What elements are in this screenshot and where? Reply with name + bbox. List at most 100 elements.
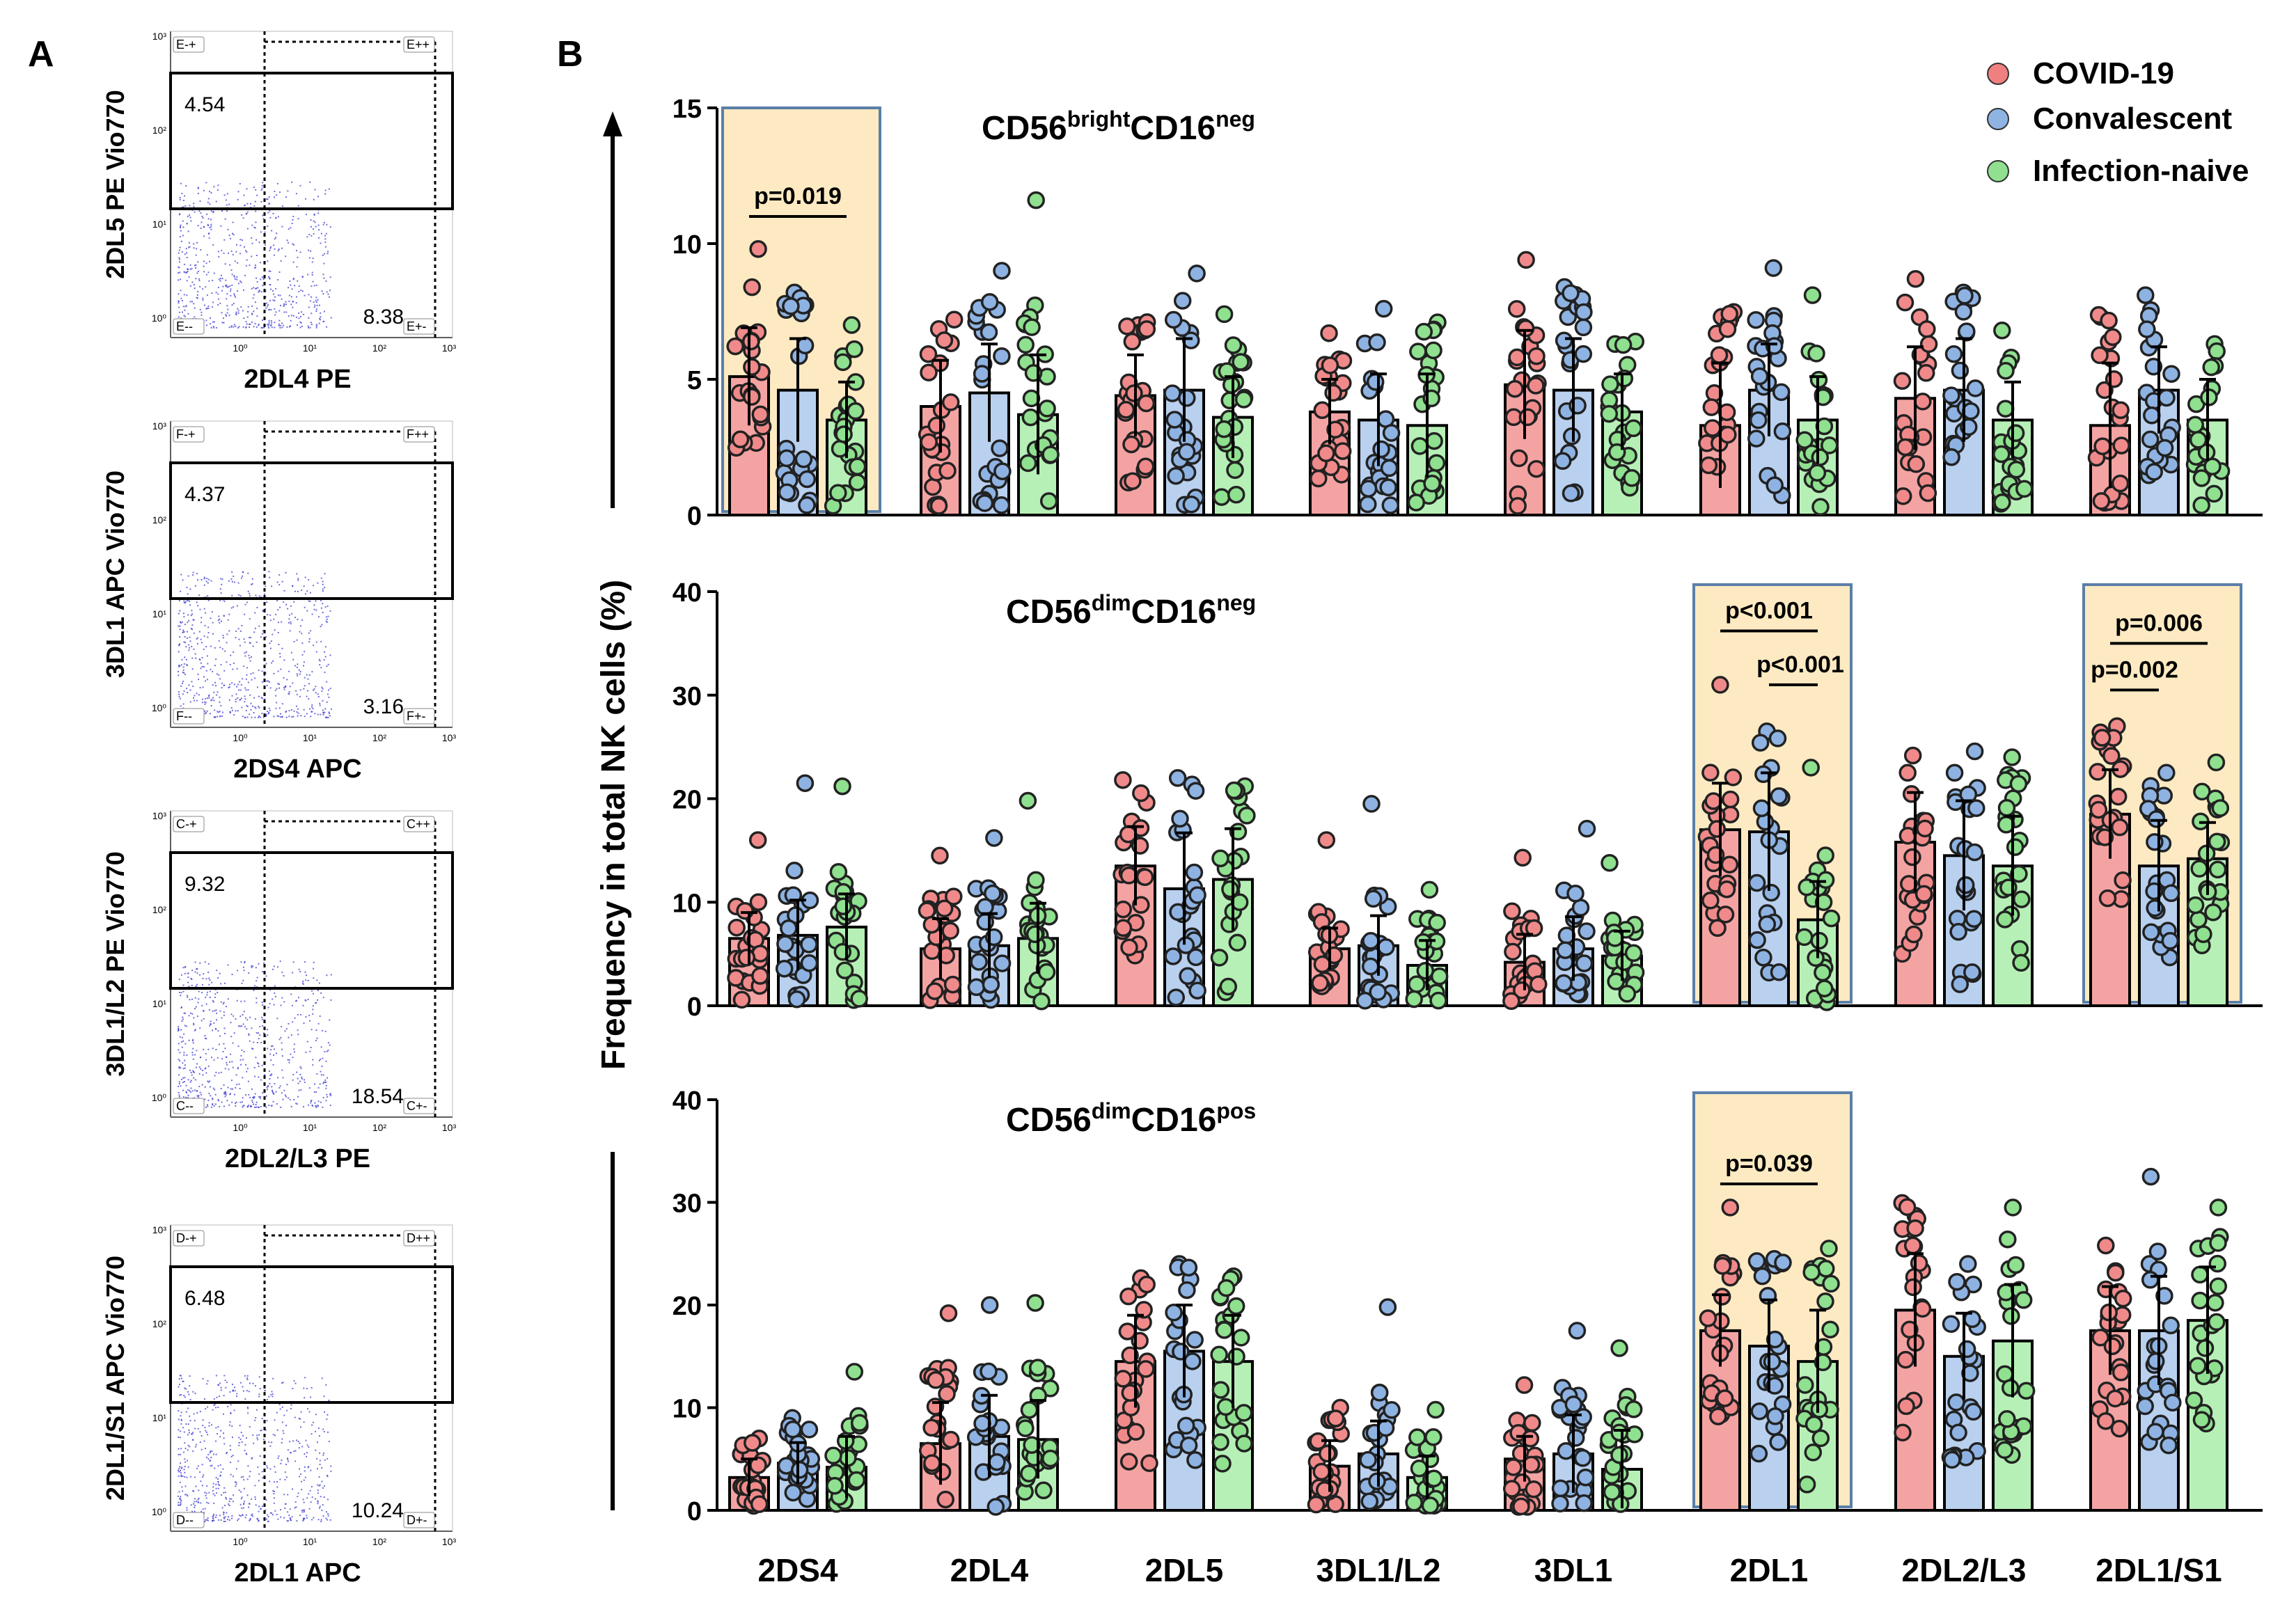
flow-event-dot xyxy=(283,1414,285,1416)
data-point xyxy=(835,425,853,443)
flow-event-dot xyxy=(310,235,313,237)
flow-event-dot xyxy=(260,1508,262,1510)
data-point xyxy=(1902,785,1921,803)
flow-event-dot xyxy=(329,610,331,612)
flow-event-dot xyxy=(254,1075,256,1077)
flow-event-dot xyxy=(245,326,247,329)
flow-event-dot xyxy=(178,670,179,672)
flow-event-dot xyxy=(194,1029,196,1031)
flow-event-dot xyxy=(194,1501,196,1503)
flow-event-dot xyxy=(203,676,205,678)
flow-event-dot xyxy=(300,1089,302,1091)
flow-event-dot xyxy=(201,656,203,658)
flow-event-dot xyxy=(314,189,316,191)
data-point xyxy=(1564,1396,1583,1414)
flow-event-dot xyxy=(182,693,184,695)
flow-event-dot xyxy=(224,1033,226,1034)
data-point xyxy=(1965,843,1984,862)
flow-event-dot xyxy=(204,624,206,626)
flow-event-dot xyxy=(298,669,300,671)
flow-event-dot xyxy=(212,1087,214,1089)
flow-event-dot xyxy=(206,655,208,657)
flow-event-dot xyxy=(217,1426,219,1428)
flow-event-dot xyxy=(276,182,278,184)
flow-event-dot xyxy=(182,984,184,986)
flow-event-dot xyxy=(325,620,327,622)
data-point xyxy=(1906,1219,1924,1238)
flow-event-dot xyxy=(247,689,249,691)
data-point xyxy=(1624,944,1643,963)
data-point xyxy=(1119,1453,1138,1471)
flow-event-dot xyxy=(268,707,270,709)
data-point xyxy=(1814,963,1832,982)
flow-event-dot xyxy=(310,296,312,298)
data-point xyxy=(1808,464,1827,482)
flow-event-dot xyxy=(262,716,265,718)
flow-event-dot xyxy=(187,313,189,315)
flow-event-dot xyxy=(223,1002,225,1004)
flow-event-dot xyxy=(213,1519,215,1521)
flow-event-dot xyxy=(199,200,201,203)
flow-event-dot xyxy=(309,592,311,594)
flow-event-dot xyxy=(207,305,210,307)
data-point xyxy=(2112,1363,2130,1382)
flow-event-dot xyxy=(237,1519,238,1521)
flow-event-dot xyxy=(206,1485,208,1487)
flow-event-dot xyxy=(186,252,188,254)
flow-event-dot xyxy=(304,651,306,653)
flow-event-dot xyxy=(205,996,207,998)
flow-event-dot xyxy=(227,964,229,966)
flow-event-dot xyxy=(180,574,182,576)
flow-event-dot xyxy=(277,1518,279,1520)
flow-event-dot xyxy=(186,638,188,639)
flow-event-dot xyxy=(223,1413,224,1415)
flow-event-dot xyxy=(327,1096,329,1098)
flow-event-dot xyxy=(287,190,289,192)
flow-event-dot xyxy=(187,692,189,694)
data-point xyxy=(1121,1384,1140,1402)
data-point xyxy=(726,337,744,356)
flow-event-dot xyxy=(217,977,219,979)
data-point xyxy=(1504,1458,1523,1476)
data-point xyxy=(848,457,867,476)
flow-event-dot xyxy=(260,189,262,191)
data-point xyxy=(1949,1423,1967,1442)
flow-event-dot xyxy=(286,1520,288,1522)
flow-event-dot xyxy=(221,682,223,684)
flow-event-dot xyxy=(294,665,296,667)
flow-event-dot xyxy=(251,1513,253,1515)
data-point xyxy=(1919,484,1937,503)
flow-event-dot xyxy=(246,674,248,676)
flow-event-dot xyxy=(233,276,235,278)
flow-event-dot xyxy=(246,1377,249,1379)
flow-event-dot xyxy=(221,583,223,585)
flow-event-dot xyxy=(290,1518,292,1520)
flow-event-dot xyxy=(239,630,242,632)
flow-event-dot xyxy=(194,1505,196,1507)
flow-event-dot xyxy=(216,1019,217,1021)
flow-event-dot xyxy=(237,582,239,584)
flow-event-dot xyxy=(280,713,282,715)
flow-y-tick: 10⁰ xyxy=(152,702,167,713)
flow-event-dot xyxy=(266,1518,268,1520)
flow-event-dot xyxy=(299,1066,301,1068)
flow-event-dot xyxy=(196,294,198,296)
data-point xyxy=(1747,310,1765,329)
flow-event-dot xyxy=(178,612,180,615)
data-point xyxy=(1527,347,1546,365)
flow-event-dot xyxy=(209,203,211,205)
flow-event-dot xyxy=(203,648,205,650)
flow-event-dot xyxy=(317,713,319,715)
flow-event-dot xyxy=(259,1098,261,1100)
flow-event-dot xyxy=(260,636,262,638)
flow-event-dot xyxy=(294,1460,297,1462)
flow-event-dot xyxy=(267,1085,269,1087)
flow-event-dot xyxy=(288,693,290,695)
flow-event-dot xyxy=(275,707,277,709)
data-point xyxy=(1958,322,1976,340)
flow-event-dot xyxy=(247,572,249,574)
flow-event-dot xyxy=(296,1071,298,1073)
flow-event-dot xyxy=(190,1476,192,1478)
flow-event-dot xyxy=(274,191,276,192)
flow-event-dot xyxy=(223,1375,226,1377)
